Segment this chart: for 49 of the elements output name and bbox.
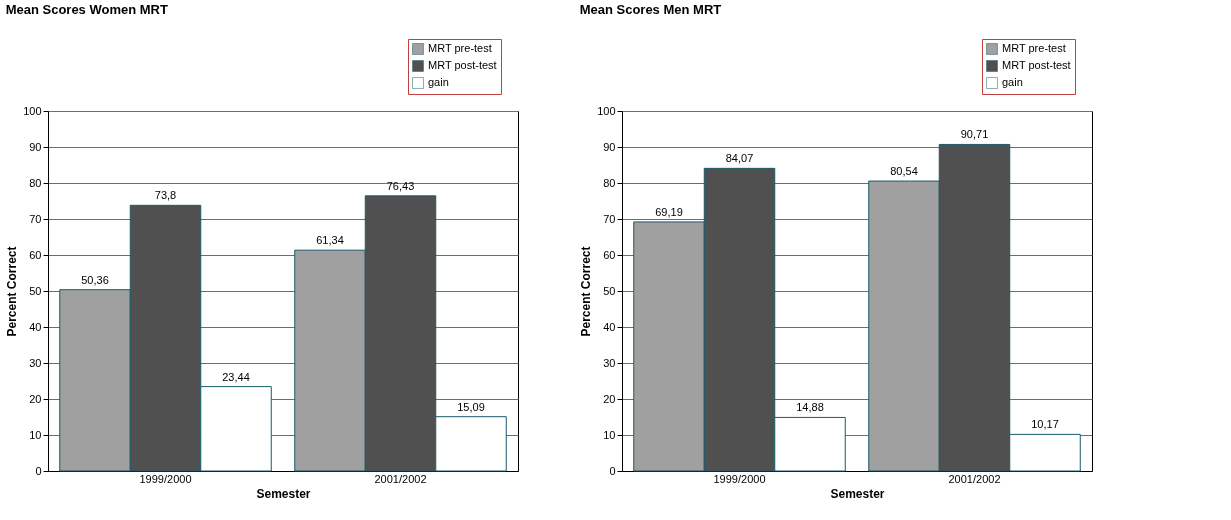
x-tick-label: 2001/2002 [948,472,1001,485]
y-tick-label: 30 [29,356,42,369]
y-tick-label: 90 [29,140,42,153]
y-tick-label: 60 [29,248,42,261]
data-label: 14,88 [796,401,824,414]
y-tick-label: 30 [603,356,616,369]
x-axis-title: Semester [256,486,311,501]
y-tick-label: 20 [603,392,616,405]
y-tick-label: 100 [597,104,616,117]
y-tick-label: 0 [35,464,42,477]
x-tick-label: 1999/2000 [713,472,766,485]
legend-label: MRT pre-test [428,42,492,54]
data-label: 84,07 [725,152,754,165]
x-axis-title: Semester [830,486,885,501]
data-label: 50,36 [81,273,109,286]
y-tick-label: 50 [603,284,616,297]
x-tick-label: 2001/2002 [374,472,427,485]
data-label: 23,44 [222,370,250,383]
data-label: 69,19 [655,205,683,218]
y-axis-title: Percent Correct [5,246,20,337]
y-tick-label: 70 [29,212,42,225]
legend-label: MRT pre-test [1002,42,1066,54]
data-label: 90,71 [960,128,989,141]
legend-label: gain [1002,76,1023,88]
y-tick-label: 80 [29,176,42,189]
y-tick-label: 40 [603,320,616,333]
data-label: 61,34 [316,234,344,247]
y-tick-label: 80 [603,176,616,189]
y-axis-title: Percent Correct [579,246,594,337]
chart-title: Mean Scores Men MRT [579,1,722,17]
data-label: 15,09 [457,400,485,413]
legend-label: gain [428,76,449,88]
y-tick-label: 50 [29,284,42,297]
y-tick-label: 90 [603,140,616,153]
legend-label: MRT post-test [428,59,497,71]
y-tick-label: 20 [29,392,42,405]
y-tick-label: 0 [609,464,616,477]
chart-title: Mean Scores Women MRT [5,1,168,17]
y-tick-label: 10 [29,428,42,441]
y-tick-label: 40 [29,320,42,333]
data-label: 80,54 [890,165,918,178]
data-label: 10,17 [1031,418,1059,431]
data-label: 73,8 [154,189,177,202]
x-tick-label: 1999/2000 [139,472,192,485]
y-tick-label: 60 [603,248,616,261]
y-tick-label: 10 [603,428,616,441]
y-tick-label: 70 [603,212,616,225]
legend-label: MRT post-test [1002,59,1071,71]
y-tick-label: 100 [23,104,42,117]
